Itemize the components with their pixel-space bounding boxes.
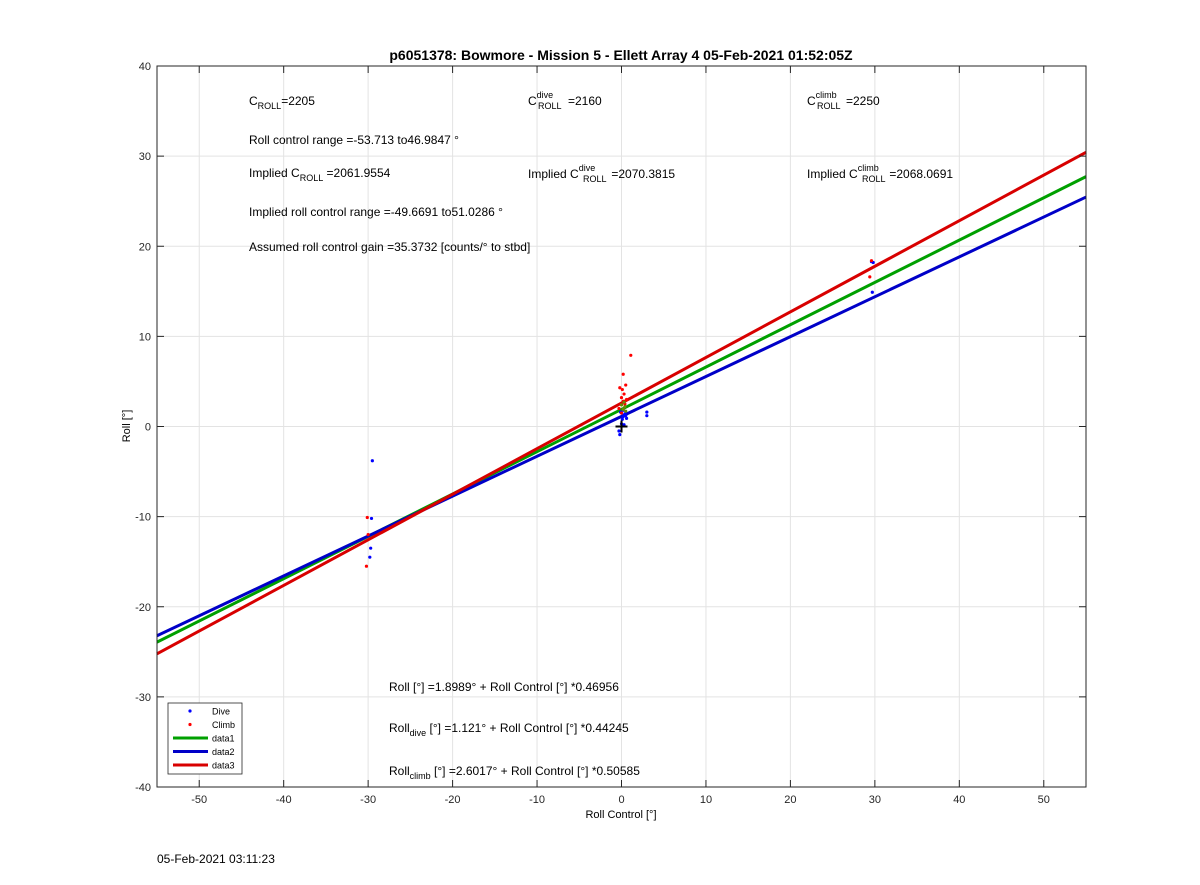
y-tick-label: 10 bbox=[139, 331, 151, 343]
point-dive-marks bbox=[622, 400, 626, 404]
x-tick-label: -50 bbox=[191, 794, 207, 806]
point-climb bbox=[629, 353, 633, 357]
point-climb bbox=[618, 386, 622, 390]
data-points bbox=[364, 259, 875, 568]
legend-marker-dive bbox=[188, 709, 192, 713]
y-tick-label: -10 bbox=[135, 512, 151, 524]
implied-range-annotation: Implied roll control range =-49.6691 to5… bbox=[249, 205, 503, 219]
point-climb bbox=[868, 275, 872, 279]
point-climb bbox=[619, 411, 624, 415]
legend-label-data3: data3 bbox=[212, 761, 235, 771]
roll-range-annotation: Roll control range =-53.713 to46.9847 ° bbox=[249, 133, 459, 147]
y-tick-label: 0 bbox=[145, 422, 151, 434]
point-dive bbox=[624, 414, 628, 418]
point-dive bbox=[369, 516, 374, 521]
point-climb bbox=[617, 406, 621, 411]
point-dive bbox=[617, 429, 621, 433]
chart-title: p6051378: Bowmore - Mission 5 - Ellett A… bbox=[389, 47, 853, 63]
legend: Dive Climb data1 data2 data3 bbox=[167, 702, 243, 775]
point-climb bbox=[624, 383, 628, 387]
y-tick-label: 30 bbox=[139, 151, 151, 163]
point-climb bbox=[365, 515, 369, 520]
x-tick-label: -10 bbox=[529, 794, 545, 806]
x-tick-label: 0 bbox=[618, 794, 624, 806]
point-dive-marks bbox=[624, 409, 628, 413]
x-tick-label: -30 bbox=[360, 794, 376, 806]
x-tick-label: 50 bbox=[1038, 794, 1050, 806]
gain-annotation: Assumed roll control gain =35.3732 [coun… bbox=[249, 240, 530, 254]
x-tick-label: 10 bbox=[700, 794, 712, 806]
point-dive bbox=[621, 414, 625, 419]
legend-marker-climb bbox=[188, 722, 192, 727]
point-climb bbox=[622, 392, 626, 396]
annotations: CROLL=2205 Cdive ROLL =2160 Cclimb ROLL =225… bbox=[249, 90, 953, 781]
point-climb bbox=[366, 533, 370, 537]
y-tick-label: 40 bbox=[139, 61, 151, 73]
point-dive bbox=[369, 546, 373, 550]
point-dive bbox=[622, 423, 626, 427]
point-dive-marks bbox=[621, 407, 625, 411]
x-axis-label: Roll Control [°] bbox=[585, 809, 656, 821]
y-axis-label: Roll [°] bbox=[121, 410, 133, 443]
implied-c-roll-dive-annotation: Implied Cdive ROLL =2070.3815 bbox=[528, 163, 675, 184]
x-tick-label: 20 bbox=[784, 794, 796, 806]
roll-control-chart: -50 -40 -30 -20 -10 0 10 20 30 40 50 -40 -30 -20 -10 0 1… bbox=[121, 47, 1087, 821]
y-tick-label: -30 bbox=[135, 692, 151, 704]
point-dive-marks bbox=[619, 403, 624, 407]
y-tick-label: -40 bbox=[135, 782, 151, 794]
legend-label-data2: data2 bbox=[212, 747, 235, 757]
point-dive bbox=[618, 433, 622, 437]
fit-line-data3 bbox=[156, 150, 1087, 656]
x-tick-label: -20 bbox=[445, 794, 461, 806]
implied-c-roll-annotation: Implied CROLL =2061.9554 bbox=[249, 166, 391, 183]
x-tick-label: 30 bbox=[869, 794, 881, 806]
fit-line-data2 bbox=[156, 195, 1087, 638]
point-climb bbox=[619, 396, 624, 400]
point-climb bbox=[621, 372, 625, 376]
implied-c-roll-climb-annotation: Implied Cclimb ROLL =2068.0691 bbox=[807, 163, 953, 184]
fit-lines bbox=[156, 150, 1087, 656]
equation-climb: Rollclimb [°] =2.6017° + Roll Control [°… bbox=[389, 764, 640, 781]
c-roll-annotation: CROLL=2205 bbox=[249, 94, 315, 111]
c-roll-dive-annotation: Cdive ROLL =2160 bbox=[528, 90, 602, 111]
x-tick-label: 40 bbox=[953, 794, 965, 806]
origin-marker bbox=[615, 420, 628, 433]
point-dive bbox=[368, 555, 372, 559]
y-tick-label: 20 bbox=[139, 241, 151, 253]
point-dive bbox=[870, 290, 874, 294]
point-dive bbox=[620, 417, 624, 421]
point-climb bbox=[364, 564, 369, 568]
point-climb bbox=[869, 259, 874, 263]
point-dive bbox=[370, 459, 374, 463]
x-tick-label: -40 bbox=[276, 794, 292, 806]
legend-label-data1: data1 bbox=[212, 734, 235, 744]
y-tick-label: -20 bbox=[135, 602, 151, 614]
equation-all: Roll [°] =1.8989° + Roll Control [°] *0.… bbox=[389, 680, 619, 694]
point-dive bbox=[624, 416, 629, 420]
point-climb bbox=[624, 397, 629, 402]
fit-line-data1 bbox=[156, 175, 1087, 644]
c-roll-climb-annotation: Cclimb ROLL =2250 bbox=[807, 90, 880, 111]
legend-label-dive: Dive bbox=[212, 707, 230, 717]
point-dive-marks bbox=[623, 405, 627, 409]
point-dive bbox=[645, 410, 649, 414]
point-climb bbox=[620, 387, 624, 392]
equation-dive: Rolldive [°] =1.121° + Roll Control [°] … bbox=[389, 721, 629, 738]
axis-ticks: -50 -40 -30 -20 -10 0 10 20 30 40 50 -40 -30 -20 -10 0 1… bbox=[135, 61, 1086, 806]
legend-label-climb: Climb bbox=[212, 720, 235, 730]
point-dive bbox=[645, 414, 649, 418]
footer-timestamp: 05-Feb-2021 03:11:23 bbox=[157, 852, 275, 866]
